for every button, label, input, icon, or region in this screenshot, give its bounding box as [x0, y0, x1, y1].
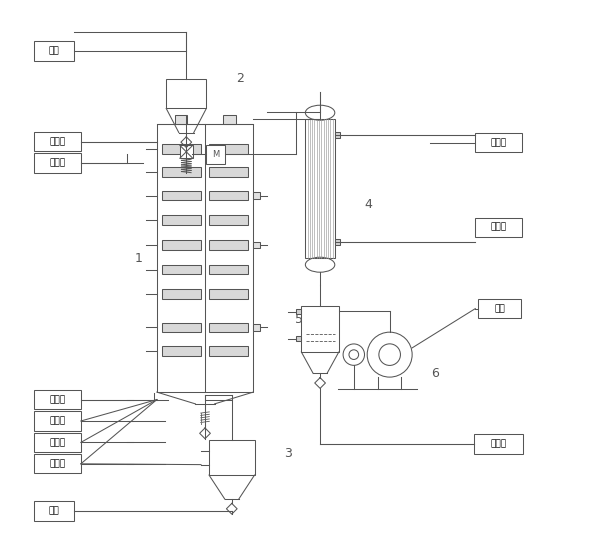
Bar	[34, 132, 81, 151]
Text: 4: 4	[364, 199, 372, 211]
Bar	[34, 501, 74, 521]
Bar	[162, 167, 201, 177]
Bar	[180, 145, 193, 158]
Text: 3: 3	[284, 447, 292, 460]
Bar	[210, 144, 248, 154]
Bar	[296, 336, 301, 341]
Bar	[34, 390, 81, 409]
Bar	[210, 322, 248, 332]
Bar	[210, 240, 248, 250]
Text: 冷却水: 冷却水	[49, 137, 65, 146]
Bar	[253, 324, 260, 330]
Bar	[253, 242, 260, 248]
Bar	[335, 239, 340, 245]
Text: 尾气: 尾气	[494, 304, 505, 313]
Bar	[210, 167, 248, 177]
Bar	[210, 289, 248, 299]
Text: 冷却水: 冷却水	[49, 159, 65, 167]
Bar	[210, 346, 248, 356]
Text: 冷却水: 冷却水	[491, 138, 507, 147]
Text: 冷却水: 冷却水	[491, 223, 507, 232]
Text: 冷協水: 冷協水	[49, 438, 65, 447]
Text: 物料: 物料	[49, 47, 59, 55]
Bar	[305, 119, 335, 258]
Bar	[210, 191, 248, 201]
Bar	[162, 216, 201, 225]
Text: 冷協水: 冷協水	[49, 416, 65, 426]
Bar	[209, 440, 255, 475]
Bar	[175, 115, 187, 124]
Text: 凝结水: 凝结水	[491, 440, 507, 449]
Bar	[478, 299, 521, 318]
Bar	[162, 240, 201, 250]
Bar	[34, 41, 74, 61]
Bar	[296, 309, 301, 315]
Bar	[301, 307, 339, 352]
Text: 6: 6	[431, 367, 439, 380]
Bar	[162, 144, 201, 154]
Bar	[162, 265, 201, 274]
Text: 5: 5	[295, 313, 303, 327]
Text: 冷却水: 冷却水	[49, 459, 65, 468]
Bar	[157, 124, 253, 392]
Bar	[166, 79, 207, 109]
Text: 2: 2	[236, 73, 244, 86]
Bar	[162, 191, 201, 201]
Text: 产品: 产品	[49, 506, 59, 515]
Bar	[162, 322, 201, 332]
Bar	[34, 153, 81, 173]
Bar	[335, 132, 340, 138]
Text: 冷却水: 冷却水	[49, 395, 65, 404]
Bar	[162, 289, 201, 299]
Bar	[162, 346, 201, 356]
Bar	[210, 265, 248, 274]
Bar	[34, 454, 81, 473]
Bar	[474, 434, 523, 454]
Bar	[210, 216, 248, 225]
Text: 1: 1	[134, 252, 142, 265]
Bar	[253, 193, 260, 199]
Bar	[223, 115, 236, 124]
Bar	[475, 133, 522, 152]
Bar	[34, 412, 81, 430]
Bar	[34, 433, 81, 452]
Bar	[206, 145, 226, 164]
Text: M: M	[212, 150, 220, 159]
Bar	[475, 217, 522, 237]
